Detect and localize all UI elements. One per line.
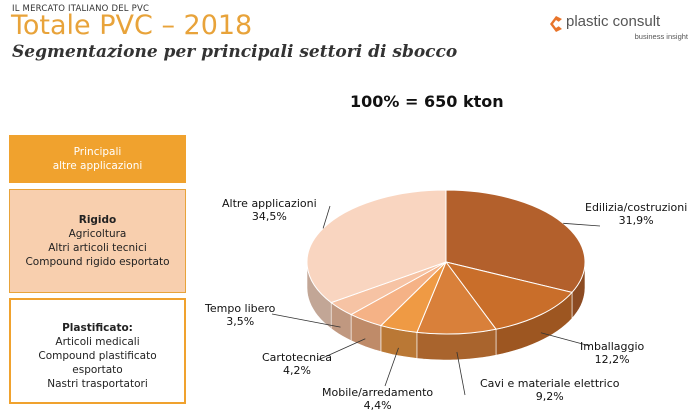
box-plastificato-item: esportato xyxy=(72,364,123,376)
pie-label-mobile: Mobile/arredamento 4,4% xyxy=(322,386,433,412)
pie-leader-tempo-libero xyxy=(271,313,341,328)
box-rigido-item: Altri articoli tecnici xyxy=(48,242,147,254)
pie-label-tempo-libero-category: Tempo libero xyxy=(205,302,276,315)
pie-label-cavi-category: Cavi e materiale elettrico xyxy=(480,377,620,390)
pie-label-altre-value: 34,5% xyxy=(251,210,287,223)
box-plastificato-item: Articoli medicali xyxy=(55,336,140,348)
box-principali: Principali altre applicazioni xyxy=(9,135,186,183)
pie-label-tempo-libero: Tempo libero 3,5% xyxy=(205,302,275,328)
brand-name: plastic consult xyxy=(566,13,661,30)
pie-slice-imballaggio xyxy=(444,261,573,330)
pie-slice-edilizia xyxy=(445,189,586,293)
pie-slice-cavi xyxy=(416,260,497,335)
pie-label-mobile-category: Mobile/arredamento xyxy=(322,386,434,399)
pie-label-cartotecnica-value: 4,2% xyxy=(282,364,311,377)
pie-leader-altre xyxy=(322,205,331,229)
pie-label-cartotecnica-category: Cartotecnica xyxy=(262,351,332,364)
chevron-mark-icon xyxy=(550,16,562,32)
page-title: Totale PVC – 2018 xyxy=(11,10,253,41)
total-label: 100% = 650 kton xyxy=(350,92,504,111)
pie-label-edilizia-category: Edilizia/costruzioni xyxy=(585,201,688,214)
box-plastificato-heading: Plastificato: xyxy=(62,322,133,334)
pie-label-imballaggio: Imballaggio 12,2% xyxy=(580,340,644,366)
pie-label-altre-category: Altre applicazioni xyxy=(222,197,317,210)
box-plastificato: Plastificato: Articoli medicali Compound… xyxy=(9,298,186,404)
pie-label-edilizia: Edilizia/costruzioni 31,9% xyxy=(585,201,687,227)
pie-label-edilizia-value: 31,9% xyxy=(618,214,654,227)
box-principali-line-1: Principali xyxy=(73,146,122,158)
pie-leader-cartotecnica xyxy=(317,338,366,361)
pie-leader-cavi xyxy=(456,351,466,396)
box-principali-line-2: altre applicazioni xyxy=(52,160,143,172)
pie-leader-mobile xyxy=(384,347,399,387)
pie-label-cavi: Cavi e materiale elettrico 9,2% xyxy=(480,377,620,403)
pie-leader-imballaggio xyxy=(540,332,591,347)
box-plastificato-item: Compound plastificato xyxy=(38,350,157,362)
box-plastificato-item: Nastri trasportatori xyxy=(47,378,148,390)
pie-label-cavi-value: 9,2% xyxy=(535,390,564,403)
brand-logo: plastic consult business insight xyxy=(550,12,688,42)
box-rigido: Rigido Agricoltura Altri articoli tecnic… xyxy=(9,189,186,293)
box-rigido-heading: Rigido xyxy=(78,214,117,226)
pie-leader-edilizia xyxy=(563,222,601,227)
pie-label-imballaggio-value: 12,2% xyxy=(594,353,630,366)
brand-tagline: business insight xyxy=(634,32,688,41)
pie-label-altre: Altre applicazioni 34,5% xyxy=(222,197,317,223)
pie-label-cartotecnica: Cartotecnica 4,2% xyxy=(262,351,332,377)
box-rigido-item: Agricoltura xyxy=(68,228,127,240)
page-subtitle: Segmentazione per principali settori di … xyxy=(12,42,458,62)
report-kicker: IL MERCATO ITALIANO DEL PVC xyxy=(12,4,150,14)
box-rigido-item: Compound rigido esportato xyxy=(25,256,170,268)
pie-label-tempo-libero-value: 3,5% xyxy=(226,315,255,328)
pie-label-imballaggio-category: Imballaggio xyxy=(580,340,645,353)
pie-label-mobile-value: 4,4% xyxy=(363,399,392,412)
